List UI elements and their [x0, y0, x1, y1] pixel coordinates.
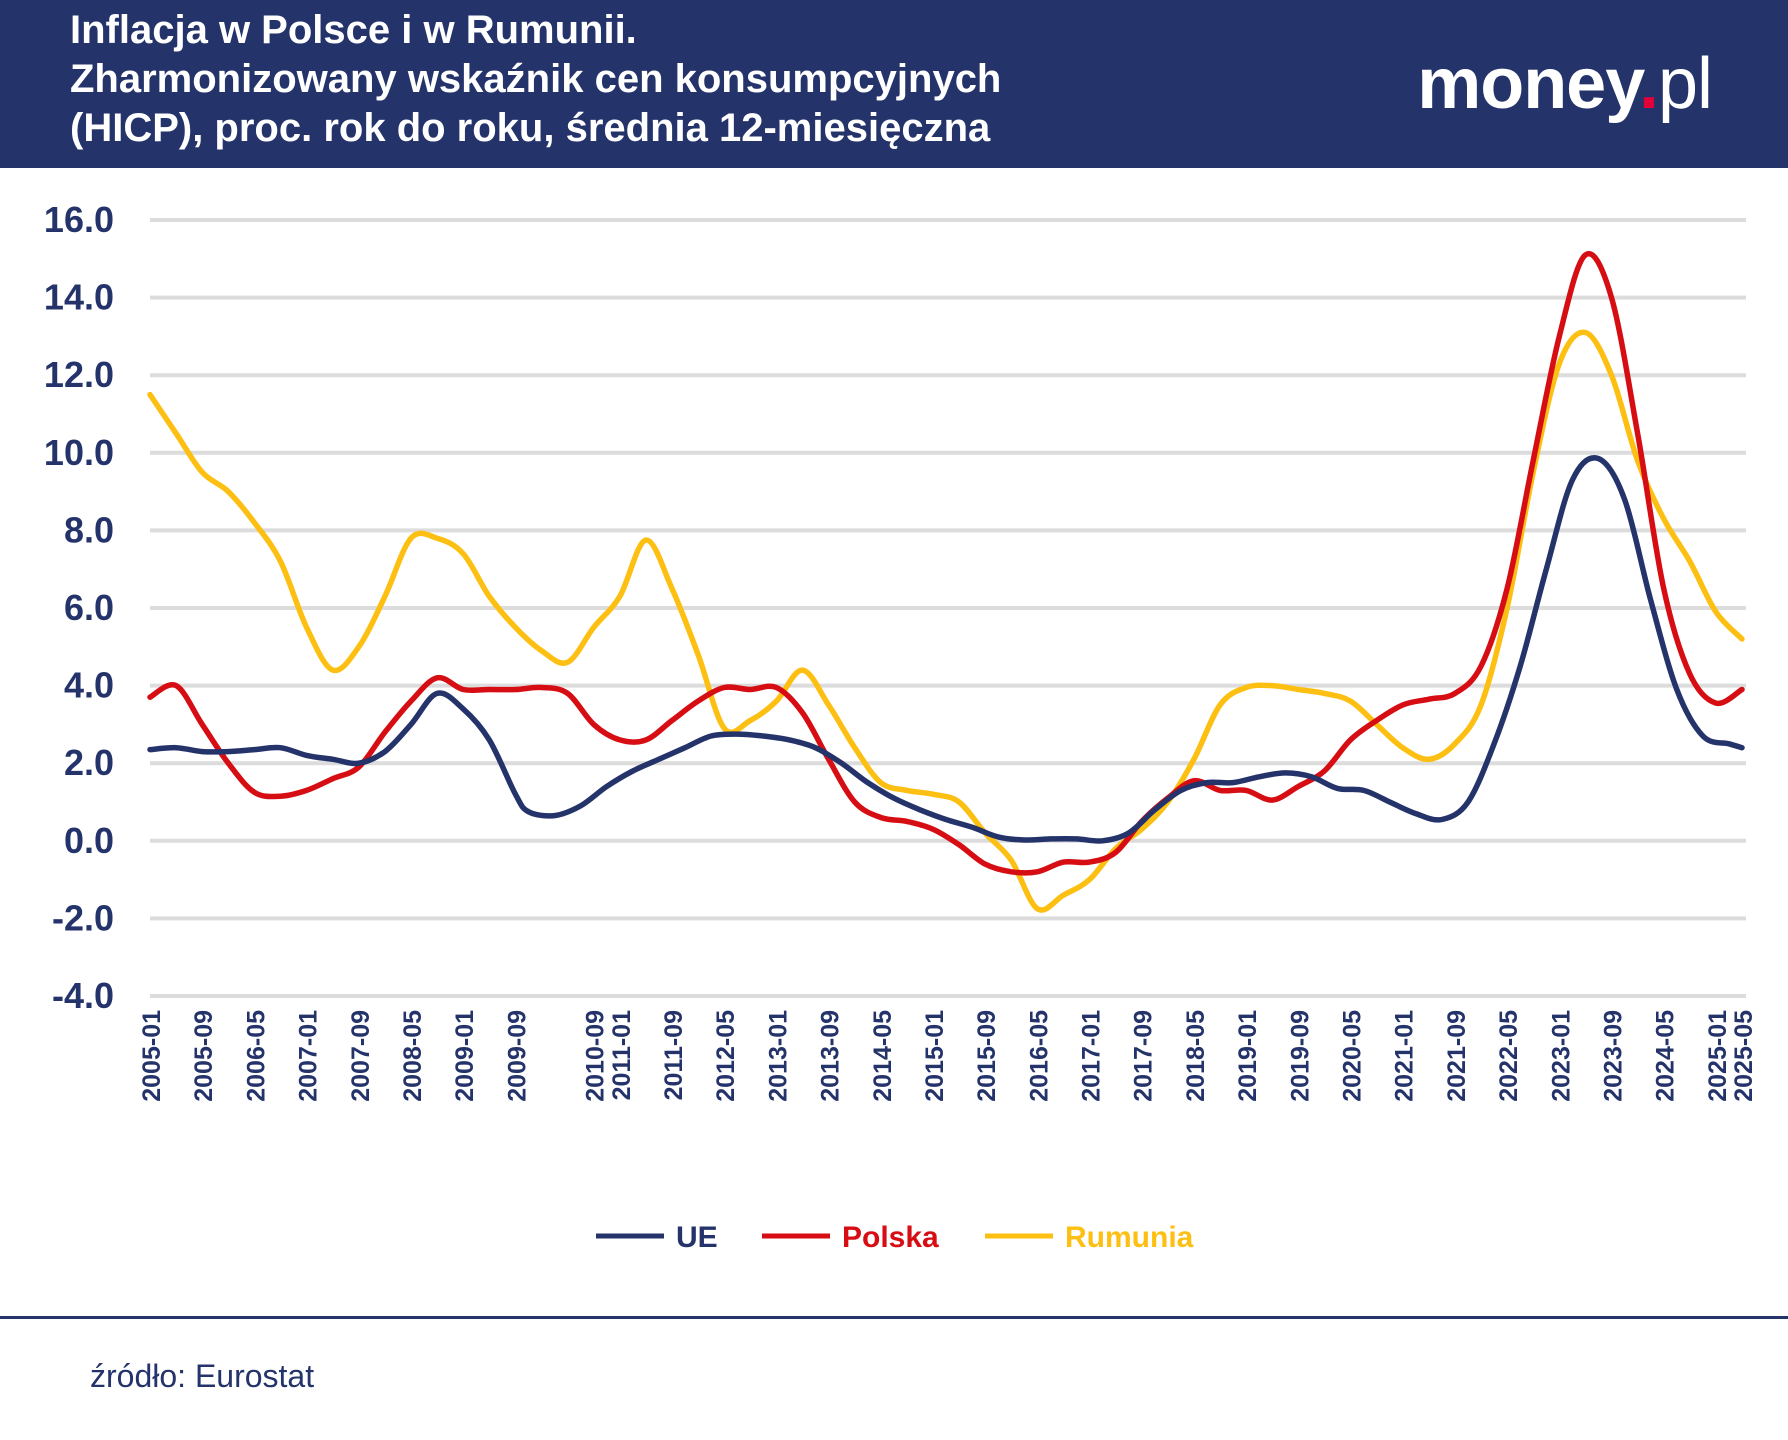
y-tick-label: -4.0 — [52, 975, 114, 1016]
series-line-polska — [147, 250, 1745, 876]
title-line-1: Inflacja w Polsce i w Rumunii. — [70, 8, 637, 52]
y-tick-label: -2.0 — [52, 897, 114, 938]
x-tick-label: 2025-05 — [1730, 1010, 1758, 1102]
x-tick-label: 2012-05 — [712, 1010, 740, 1102]
x-tick-label: 2007-09 — [347, 1010, 375, 1102]
chart-title: Inflacja w Polsce i w Rumunii. Zharmoniz… — [70, 6, 1001, 153]
x-tick-label: 2011-01 — [608, 1010, 636, 1100]
x-tick-label: 2025-01 — [1704, 1010, 1732, 1102]
legend-item-ue: UE — [596, 1221, 718, 1254]
x-tick-label: 2016-05 — [1025, 1010, 1053, 1102]
x-tick-label: 2017-01 — [1078, 1010, 1106, 1102]
x-tick-label: 2005-09 — [190, 1010, 218, 1102]
legend: UE Polska Rumunia — [596, 1221, 1194, 1254]
header-bar: Inflacja w Polsce i w Rumunii. Zharmoniz… — [0, 0, 1788, 168]
x-tick-label: 2009-09 — [503, 1010, 531, 1102]
x-tick-label: 2018-05 — [1182, 1010, 1210, 1102]
series-line-ue — [147, 455, 1745, 844]
x-tick-label: 2021-09 — [1443, 1010, 1471, 1102]
line-chart: 16.014.012.010.08.06.04.02.00.0-2.0-4.0 … — [44, 199, 1758, 1254]
y-tick-label: 10.0 — [44, 432, 114, 473]
x-tick-label: 2013-09 — [817, 1010, 845, 1102]
y-tick-label: 6.0 — [64, 587, 114, 628]
source-note: źródło: Eurostat — [90, 1358, 315, 1394]
x-tick-label: 2019-09 — [1286, 1010, 1314, 1102]
y-axis-tick-labels: 16.0 14.0 12.0 10.0 8.0 6.0 4.0 2.0 0.0 -2.0 -4.0 — [44, 199, 114, 1016]
legend-label: UE — [676, 1221, 718, 1254]
legend-label: Rumunia — [1065, 1221, 1194, 1254]
y-tick-label: 4.0 — [64, 665, 114, 706]
x-tick-label: 2024-05 — [1652, 1010, 1680, 1102]
x-tick-label: 2006-05 — [242, 1010, 270, 1102]
grid-lines — [150, 218, 1746, 998]
y-tick-label: 12.0 — [44, 354, 114, 395]
logo-suffix: pl — [1657, 44, 1713, 124]
x-tick-label: 2013-01 — [764, 1010, 792, 1102]
x-tick-label: 2007-01 — [295, 1010, 323, 1102]
x-tick-label: 2005-01 — [138, 1010, 166, 1102]
x-tick-label: 2008-05 — [399, 1010, 427, 1102]
x-tick-label: 2010-09 — [582, 1010, 610, 1102]
x-tick-label: 2023-09 — [1600, 1010, 1628, 1102]
x-axis-tick-labels: 2005-01 2005-09 2006-05 2007-01 2007-09 2008-… — [138, 1010, 1758, 1102]
x-tick-label: 2011-09 — [660, 1010, 688, 1100]
x-tick-label: 2019-01 — [1234, 1010, 1262, 1102]
title-line-3: (HICP), proc. rok do roku, średnia 12-mi… — [70, 106, 991, 150]
logo-main: money — [1417, 44, 1640, 124]
y-tick-label: 0.0 — [64, 820, 114, 861]
x-tick-label: 2022-05 — [1495, 1010, 1523, 1102]
y-tick-label: 2.0 — [64, 742, 114, 783]
y-tick-label: 8.0 — [64, 509, 114, 550]
money-pl-logo: money.pl — [1417, 44, 1713, 124]
legend-item-rumunia: Rumunia — [985, 1221, 1194, 1254]
x-tick-label: 2015-09 — [973, 1010, 1001, 1102]
x-tick-label: 2015-01 — [921, 1010, 949, 1102]
y-tick-label: 14.0 — [44, 277, 114, 318]
x-tick-label: 2020-05 — [1339, 1010, 1367, 1102]
y-tick-label: 16.0 — [44, 199, 114, 240]
legend-label: Polska — [842, 1221, 939, 1254]
footer-divider — [0, 1316, 1788, 1319]
title-line-2: Zharmonizowany wskaźnik cen konsumpcyjny… — [70, 57, 1002, 101]
x-tick-label: 2021-01 — [1391, 1010, 1419, 1102]
x-tick-label: 2014-05 — [869, 1010, 897, 1102]
series-lines — [147, 250, 1745, 913]
x-tick-label: 2023-01 — [1547, 1010, 1575, 1102]
series-line-rumunia — [147, 329, 1745, 913]
x-tick-label: 2017-09 — [1130, 1010, 1158, 1102]
logo-dot: . — [1638, 44, 1659, 124]
x-tick-label: 2009-01 — [451, 1010, 479, 1102]
legend-item-polska: Polska — [762, 1221, 939, 1254]
